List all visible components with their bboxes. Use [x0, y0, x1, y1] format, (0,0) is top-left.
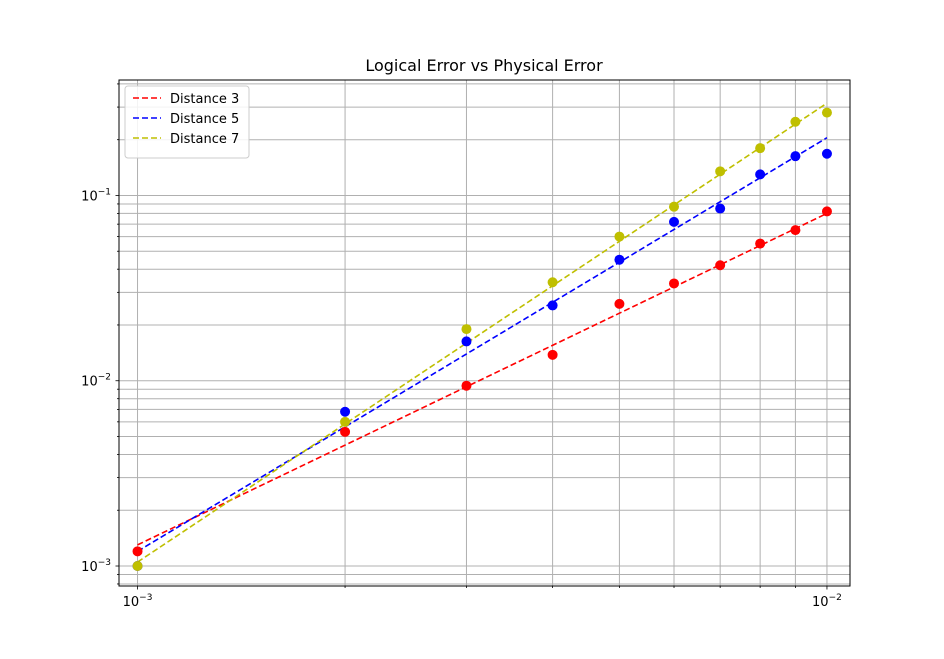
- fit-line: [137, 212, 828, 546]
- data-point: [340, 406, 351, 417]
- data-points: [132, 107, 832, 572]
- data-point: [340, 426, 351, 437]
- data-point: [715, 203, 726, 214]
- data-point: [547, 349, 558, 360]
- legend-label: Distance 7: [170, 132, 239, 147]
- data-point: [790, 116, 801, 127]
- data-point: [790, 225, 801, 236]
- data-point: [461, 336, 472, 347]
- fit-line: [137, 102, 828, 563]
- legend: Distance 3 Distance 5 Distance 7: [124, 85, 250, 159]
- y-tick-label: 10−2: [81, 373, 111, 390]
- plot-frame: [118, 79, 851, 587]
- data-point: [132, 546, 143, 557]
- y-tick-label: 10−3: [81, 558, 111, 575]
- x-tick-label: 10−2: [812, 593, 842, 610]
- data-point: [614, 298, 625, 309]
- data-point: [715, 260, 726, 271]
- data-point: [461, 380, 472, 391]
- x-tick-label: 10−3: [123, 593, 153, 610]
- data-point: [755, 143, 766, 154]
- data-point: [790, 151, 801, 162]
- fit-lines: [137, 102, 828, 563]
- data-point: [755, 238, 766, 249]
- data-point: [547, 300, 558, 311]
- chart-title: Logical Error vs Physical Error: [365, 56, 603, 75]
- data-point: [340, 416, 351, 427]
- legend-box: [124, 85, 250, 159]
- data-point: [821, 107, 832, 118]
- data-point: [669, 201, 680, 212]
- data-point: [669, 278, 680, 289]
- data-point: [821, 206, 832, 217]
- data-point: [461, 324, 472, 335]
- y-tick-label: 10−1: [81, 187, 111, 204]
- legend-label: Distance 3: [170, 92, 239, 107]
- data-point: [547, 277, 558, 288]
- data-point: [614, 231, 625, 242]
- data-point: [755, 169, 766, 180]
- data-point: [715, 166, 726, 177]
- data-point: [132, 561, 143, 572]
- data-point: [614, 254, 625, 265]
- data-point: [669, 216, 680, 227]
- data-point: [821, 148, 832, 159]
- axis-ticks: 10−3 10−2 10−3 10−2 10−1: [81, 83, 842, 610]
- fit-line: [137, 137, 828, 553]
- grid: [119, 80, 850, 586]
- legend-label: Distance 5: [170, 112, 239, 127]
